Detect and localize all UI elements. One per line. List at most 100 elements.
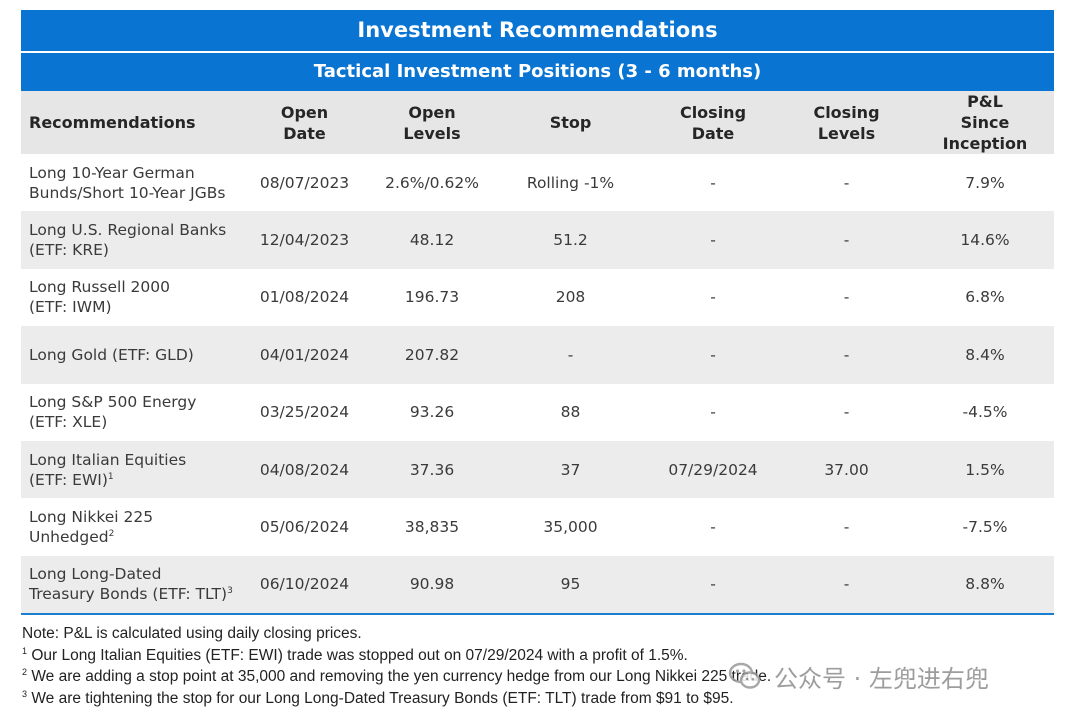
stop-cell: 37	[492, 440, 649, 499]
recommendation-cell: Long Long-Dated Treasury Bonds (ETF: TLT)…	[21, 555, 237, 616]
column-header: Recommendations	[21, 91, 237, 154]
recommendation-name-line2: (ETF: KRE)	[29, 240, 237, 260]
stop-cell: -	[492, 326, 649, 384]
recommendations-table: Recommendations Open Date Open Levels Stop Clo…	[21, 91, 1054, 616]
column-header-line: Date	[691, 123, 735, 143]
open-levels-cell: 37.36	[372, 440, 492, 499]
closing-date-cell: -	[649, 211, 777, 269]
closing-levels-cell: -	[843, 173, 850, 192]
column-header-line: Closing	[679, 102, 747, 122]
stop-cell: Rolling -1%	[526, 173, 615, 192]
note-text: Note: P&L is calculated using daily clos…	[22, 625, 362, 642]
closing-date-cell: 07/29/2024	[649, 440, 777, 499]
recommendation-name-line2: Bunds/Short 10-Year JGBs	[29, 183, 237, 203]
recommendation-name: Long U.S. Regional Banks	[29, 221, 227, 240]
recommendation-name-line2: Unhedged2	[29, 527, 237, 547]
open-date-cell: 06/10/2024	[237, 555, 372, 616]
column-header-line: Stop	[549, 113, 592, 132]
wechat-icon	[728, 659, 762, 693]
recommendation-name: Long Long-Dated	[29, 565, 162, 584]
stop-cell: 35,000	[543, 518, 598, 537]
pnl-cell: 1.5%	[916, 440, 1054, 499]
closing-date-cell: -	[649, 326, 777, 384]
footnote-mark: 3	[22, 688, 28, 699]
footnote-text: We are tightening the stop for our Long …	[27, 689, 734, 707]
footnote-reference: 2	[108, 528, 115, 539]
table-row: Long Italian Equities (ETF: EWI)1 04/08/20…	[21, 440, 1054, 499]
column-header-line: Since Inception	[942, 113, 1028, 153]
footnote-mark: 1	[22, 645, 28, 656]
recommendation-cell: Long Gold (ETF: GLD)	[21, 326, 237, 384]
column-header: Stop	[492, 91, 649, 154]
column-header-line: P&L	[967, 92, 1003, 111]
closing-levels-cell: 37.00	[777, 440, 916, 499]
open-date-cell: 05/06/2024	[259, 518, 350, 537]
column-header: P&L Since Inception	[916, 91, 1054, 154]
open-levels-cell: 196.73	[404, 288, 460, 307]
closing-date-cell: -	[710, 173, 716, 192]
table-row: Long S&P 500 Energy (ETF: XLE) 03/25/2024 9…	[21, 384, 1054, 441]
open-levels-cell: 90.98	[372, 555, 492, 616]
open-date-cell: 04/01/2024	[237, 326, 372, 384]
column-header: Open Date	[237, 91, 372, 154]
recommendation-name-line2: Treasury Bonds (ETF: TLT)3	[29, 584, 237, 604]
recommendations-panel: Investment Recommendations Tactical Inve…	[21, 10, 1054, 616]
closing-date-cell: -	[710, 403, 716, 422]
watermark: 公众号 · 左兜进右兜	[728, 658, 989, 694]
recommendation-cell: Long U.S. Regional Banks (ETF: KRE)	[21, 211, 237, 269]
open-levels-cell: 48.12	[372, 211, 492, 269]
open-levels-cell: 38,835	[404, 518, 460, 537]
closing-levels-cell: -	[843, 518, 850, 537]
table-body: Long 10-Year German Bunds/Short 10-Year J…	[21, 154, 1054, 616]
recommendation-ticker: Bunds/Short 10-Year JGBs	[29, 183, 226, 202]
stop-cell: 95	[492, 555, 649, 616]
open-date-cell: 01/08/2024	[259, 288, 350, 307]
footnote-text: We are adding a stop point at 35,000 and…	[27, 668, 772, 685]
pnl-cell: 8.8%	[916, 555, 1054, 616]
table-header-row: Recommendations Open Date Open Levels Stop Clo…	[21, 91, 1054, 154]
closing-levels-cell: -	[777, 326, 916, 384]
recommendation-cell: Long Russell 2000 (ETF: IWM)	[21, 269, 237, 326]
pnl-cell: 6.8%	[965, 288, 1005, 307]
recommendation-ticker: (ETF: KRE)	[29, 241, 109, 260]
open-levels-cell: 207.82	[372, 326, 492, 384]
column-header-line: Levels	[817, 123, 876, 143]
column-header-line: Open	[280, 102, 329, 122]
footnote-text: Our Long Italian Equities (ETF: EWI) tra…	[27, 646, 688, 664]
column-header-line: Recommendations	[29, 113, 196, 132]
pnl-cell: 14.6%	[916, 211, 1054, 269]
footnotes: Note: P&L is calculated using daily clos…	[22, 623, 1062, 709]
stop-cell: 88	[560, 403, 581, 422]
table-row: Long Long-Dated Treasury Bonds (ETF: TLT)…	[21, 555, 1054, 616]
recommendation-cell: Long Italian Equities (ETF: EWI)1	[21, 440, 237, 499]
recommendation-ticker: Treasury Bonds (ETF: TLT)	[29, 585, 228, 604]
table-row: Long U.S. Regional Banks (ETF: KRE) 12/04/…	[21, 211, 1054, 269]
column-header-line: Date	[283, 123, 326, 143]
footnote-reference: 1	[107, 471, 114, 482]
watermark-text: 公众号 · 左兜进右兜	[774, 664, 989, 693]
recommendation-ticker: (ETF: IWM)	[29, 298, 112, 317]
recommendation-name: Long 10-Year German	[29, 163, 195, 182]
recommendation-cell: Long S&P 500 Energy (ETF: XLE)	[21, 384, 237, 441]
recommendation-name-line2: (ETF: IWM)	[29, 297, 237, 317]
table-row: Long 10-Year German Bunds/Short 10-Year J…	[21, 154, 1054, 211]
column-header: Open Levels	[372, 91, 492, 154]
open-date-cell: 12/04/2023	[237, 211, 372, 269]
table-row: Long Nikkei 225 Unhedged2 05/06/2024 38,835…	[21, 498, 1054, 555]
pnl-cell: 7.9%	[965, 173, 1005, 192]
footnote-mark: 2	[22, 666, 28, 677]
table-row: Long Russell 2000 (ETF: IWM) 01/08/2024 196…	[21, 269, 1054, 326]
recommendation-name: Long Gold (ETF: GLD)	[29, 345, 194, 364]
open-date-cell: 04/08/2024	[237, 440, 372, 499]
pnl-cell: -7.5%	[962, 518, 1008, 537]
open-date-cell: 08/07/2023	[259, 173, 350, 192]
closing-levels-cell: -	[777, 555, 916, 616]
closing-levels-cell: -	[777, 211, 916, 269]
column-header-line: Levels	[403, 123, 461, 143]
stop-cell: 208	[555, 288, 586, 307]
pnl-cell: -4.5%	[962, 403, 1008, 422]
closing-levels-cell: -	[843, 403, 850, 422]
open-date-cell: 03/25/2024	[259, 403, 350, 422]
recommendation-ticker: Unhedged	[29, 528, 109, 547]
open-levels-cell: 2.6%/0.62%	[385, 173, 479, 192]
